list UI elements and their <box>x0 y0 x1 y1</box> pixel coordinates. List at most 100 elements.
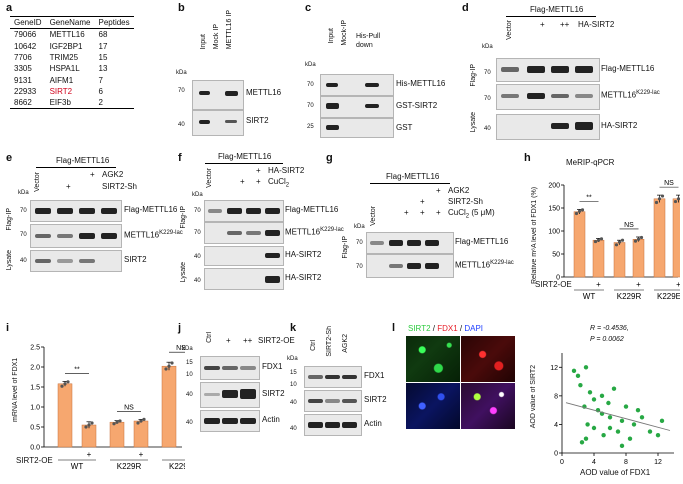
significance-label: NS <box>176 345 185 352</box>
mw-marker: 70 <box>307 103 314 109</box>
bar <box>592 239 605 278</box>
x-tick-label: 4 <box>592 459 596 465</box>
kda-label: kDa <box>192 192 203 198</box>
fluorescence-legend: SIRT2 / FDX1 / DAPI <box>408 324 483 333</box>
treat-cucl2: CuCl2 <box>268 177 290 189</box>
lane-mock-ip: Mock-IP <box>341 20 348 46</box>
data-point <box>66 380 70 384</box>
mw-marker: 15 <box>186 360 193 366</box>
y-tick-label: 2.0 <box>30 365 40 372</box>
treat-sirt2-sh: SIRT2-Sh <box>448 197 483 206</box>
image-dapi-channel <box>406 383 460 429</box>
mw-marker: 70 <box>356 264 363 270</box>
data-point <box>593 239 598 244</box>
treatment-plus: + <box>139 450 144 459</box>
kda-label: kDa <box>305 62 316 68</box>
scatter-point <box>607 425 613 431</box>
group-label: WT <box>71 462 84 471</box>
y-tick-label: 200 <box>548 183 560 190</box>
kda-label: kDa <box>354 224 365 230</box>
y-tick-label: 150 <box>548 206 560 213</box>
significance-label: ** <box>74 366 80 373</box>
scatter-point <box>583 436 589 441</box>
mw-marker: 70 <box>178 88 185 94</box>
bar <box>161 365 177 448</box>
bar <box>672 198 680 278</box>
kda-label: kDa <box>182 346 193 352</box>
peptide-table: GeneID GeneName Peptides 79066 METTL16 68 … <box>10 15 134 110</box>
data-point <box>596 238 601 242</box>
band-label-sirt2: SIRT2 <box>124 255 147 264</box>
lane-ctrl: Ctrl <box>310 340 317 351</box>
data-point <box>142 417 146 421</box>
plus-mark: + <box>420 197 425 206</box>
panel-label-j: j <box>178 322 182 334</box>
band-label-mettl16-lac: METTL16K229-lac <box>455 260 514 270</box>
bar <box>653 198 666 278</box>
lane-input: Input <box>328 28 335 44</box>
data-point <box>63 382 67 386</box>
image-sirt2-channel <box>406 336 460 382</box>
band-label-actin: Actin <box>262 415 280 424</box>
panel-label-b: b <box>178 2 185 14</box>
blot-j-sirt2 <box>200 382 260 408</box>
header-flag-mettl16: Flag-METTL16 <box>218 152 272 161</box>
band-label-flag-mettl16: Flag-METTL16 <box>285 205 339 214</box>
scatter-point <box>585 422 590 427</box>
band-label-mettl16: METTL16 <box>246 88 282 97</box>
panel-label-e: e <box>6 152 13 164</box>
pull-down-label: His-Pull down <box>356 33 381 49</box>
panel-label-f: f <box>178 152 182 164</box>
group-label: WT <box>583 292 596 301</box>
data-point <box>614 243 619 247</box>
blot-g-lac <box>366 254 454 278</box>
highlight-sirt2: SIRT2 <box>49 86 73 96</box>
plus-mark: + <box>420 208 425 217</box>
band-label-mettl16-lac: METTL16K229-lac <box>601 90 660 100</box>
scatter-point <box>606 400 611 406</box>
flag-ip-label: Flag-IP <box>470 64 477 87</box>
treatment-plus: + <box>676 280 680 289</box>
blot-b-sirt2 <box>192 110 244 136</box>
data-point <box>654 200 659 205</box>
y-tick-label: 12 <box>550 365 558 372</box>
scatter-point <box>647 429 653 434</box>
mw-marker: 40 <box>194 278 201 284</box>
blot-k-fdx1 <box>304 366 362 388</box>
data-point <box>118 419 122 423</box>
mw-marker: 70 <box>20 208 27 214</box>
treatment-plus: + <box>87 450 92 459</box>
scatter-point <box>579 440 585 445</box>
bar <box>57 383 73 448</box>
col-peptides: Peptides <box>94 15 134 30</box>
data-point <box>112 422 116 426</box>
kda-label: kDa <box>176 70 187 76</box>
scatter-point <box>599 393 605 399</box>
scatter-point <box>587 390 593 395</box>
plus-mark: + <box>240 177 245 186</box>
image-fdx1-channel <box>461 336 515 382</box>
x-tick-label: 0 <box>560 459 564 465</box>
band-label-flag-mettl16: Flag-METTL16 <box>124 205 178 214</box>
bar <box>81 424 97 448</box>
scatter-point <box>571 368 577 374</box>
data-point <box>139 419 143 423</box>
panel-label-k: k <box>290 322 297 334</box>
band-label-gst: GST <box>396 123 413 132</box>
mw-marker: 15 <box>290 370 297 376</box>
mw-marker: 40 <box>194 254 201 260</box>
lysate-label: Lysate <box>470 112 477 133</box>
band-label-gst-sirt2: GST-SIRT2 <box>396 101 438 110</box>
treat-agk2: AGK2 <box>448 186 470 195</box>
lane-sirt2-sh: SIRT2-Sh <box>326 326 333 357</box>
data-point <box>84 425 88 429</box>
data-point <box>676 197 680 201</box>
blot-f-lac <box>204 222 284 244</box>
scatter-point <box>578 382 583 388</box>
band-label-mettl16-lac: METTL16K229-lac <box>285 227 344 237</box>
band-label-sirt2: SIRT2 <box>364 395 387 404</box>
table-row: 8662 EIF3b 2 <box>10 97 134 110</box>
y-tick-label: 0 <box>554 451 558 458</box>
y-tick-label: 1.5 <box>30 385 40 392</box>
